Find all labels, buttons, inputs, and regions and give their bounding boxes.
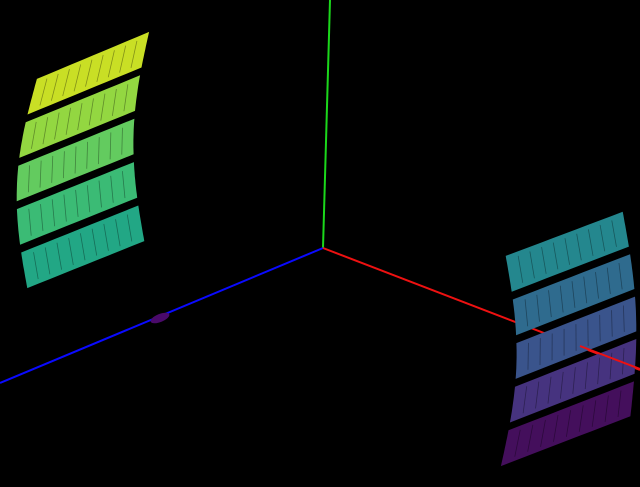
mesh-line	[541, 246, 547, 274]
mesh-line	[618, 262, 623, 290]
mesh-line	[576, 233, 582, 261]
mesh-line	[599, 224, 606, 252]
surface-band	[16, 162, 138, 245]
mesh-line	[617, 390, 622, 417]
mesh-line	[522, 386, 528, 414]
mesh-line	[591, 400, 597, 427]
mesh-line	[121, 127, 123, 155]
x-axis-front	[579, 345, 640, 370]
mesh-line	[111, 88, 117, 117]
surface-band	[16, 118, 135, 202]
surface-band	[505, 211, 629, 292]
mesh-line	[572, 367, 576, 394]
mesh-line	[571, 281, 576, 308]
mesh-line	[535, 381, 540, 409]
mesh-line	[91, 228, 98, 256]
surface-band	[27, 31, 150, 115]
mesh-line	[68, 237, 74, 266]
mesh-line	[51, 155, 54, 183]
mesh-line	[80, 233, 86, 261]
mesh-line	[123, 84, 129, 112]
marker	[150, 312, 170, 324]
mesh-line	[77, 103, 83, 131]
mesh-line	[42, 117, 49, 145]
mesh-line	[27, 165, 30, 193]
surface-band	[500, 381, 634, 467]
mesh-line	[540, 419, 546, 447]
mesh-line	[40, 204, 44, 231]
mesh-line	[611, 220, 617, 247]
mesh-line	[28, 208, 32, 236]
mesh-line	[103, 223, 109, 251]
mesh-line	[62, 69, 70, 97]
mesh-line	[517, 255, 524, 283]
mesh-line	[606, 267, 611, 295]
mesh-line	[595, 272, 599, 299]
mesh-line	[524, 299, 529, 327]
mesh-line	[578, 405, 584, 432]
mesh-line	[88, 98, 94, 126]
surface-band	[509, 339, 637, 423]
mesh-line	[559, 285, 564, 313]
mesh-line	[611, 310, 613, 337]
mesh-line	[107, 50, 115, 78]
mesh-line	[39, 160, 42, 188]
mesh-line	[622, 348, 625, 375]
mesh-line	[62, 151, 65, 179]
mesh-line	[100, 93, 106, 121]
mesh-line	[547, 376, 552, 404]
mesh-line	[74, 146, 77, 174]
mesh-line	[39, 78, 48, 106]
mesh-line	[548, 290, 552, 318]
mesh-line	[98, 137, 100, 165]
mesh-line	[115, 219, 121, 247]
surface-band	[21, 205, 145, 289]
mesh-line	[597, 357, 601, 385]
mesh-line	[63, 194, 67, 222]
mesh-line	[96, 54, 104, 83]
mesh-line	[552, 242, 559, 270]
y-axis	[322, 0, 331, 249]
mesh-line	[85, 59, 93, 87]
mesh-line	[65, 107, 71, 135]
surface-band	[515, 296, 637, 379]
mesh-line	[623, 305, 625, 332]
mesh-line	[86, 141, 89, 169]
mesh-line	[50, 73, 59, 101]
mesh-line	[514, 429, 521, 457]
mesh-line	[33, 252, 39, 280]
mesh-line	[583, 276, 588, 304]
mesh-line	[564, 238, 570, 265]
mesh-line	[599, 314, 601, 342]
mesh-line	[73, 64, 82, 92]
surfaces	[16, 31, 637, 467]
mesh-line	[536, 294, 540, 322]
mesh-line	[109, 132, 112, 160]
mesh-line	[553, 415, 559, 442]
mesh-line	[527, 424, 534, 452]
mesh-line	[44, 247, 51, 275]
surface-band	[19, 75, 141, 158]
mesh-line	[98, 180, 102, 208]
mesh-line	[75, 189, 79, 217]
mesh-line	[604, 395, 609, 422]
mesh-line	[529, 251, 535, 279]
mesh-line	[56, 242, 62, 270]
mesh-line	[122, 171, 126, 199]
mesh-line	[119, 45, 127, 73]
mesh-line	[86, 185, 91, 213]
mesh-line	[31, 121, 37, 149]
mesh-line	[565, 410, 571, 437]
surface-band	[512, 254, 635, 336]
mesh-line	[587, 229, 594, 256]
mesh-line	[54, 112, 60, 140]
mesh-line	[126, 214, 133, 242]
mesh-line	[584, 362, 588, 390]
mesh-line	[110, 175, 114, 203]
mesh-line	[559, 371, 564, 399]
mesh-line	[130, 40, 138, 68]
mesh-line	[51, 199, 56, 227]
